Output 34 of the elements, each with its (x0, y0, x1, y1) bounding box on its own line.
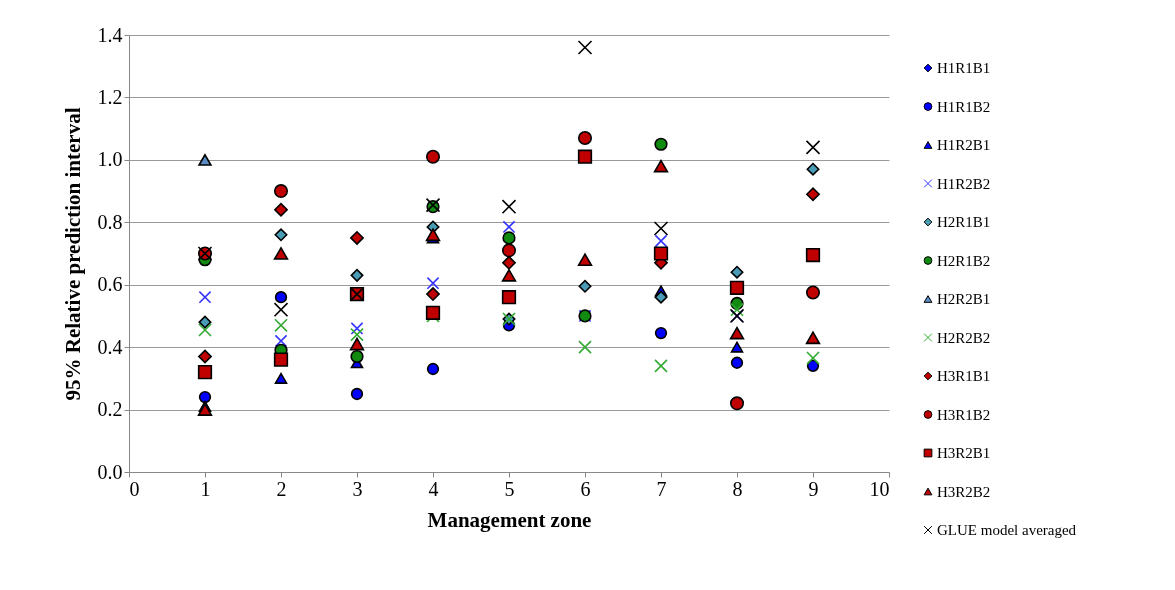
y-tick-label: 0.8 (97, 210, 123, 233)
legend-label: H1R2B1 (937, 137, 991, 153)
y-tick-label: 0.0 (97, 460, 123, 483)
x-tick-label: 6 (580, 477, 591, 500)
x-tick-label: 4 (428, 477, 439, 500)
y-axis-title: 95% Relative prediction interval (60, 107, 85, 401)
legend-label: H2R2B1 (937, 291, 991, 307)
legend-label: H3R2B2 (937, 483, 991, 500)
y-tick-label: 1.0 (97, 148, 123, 171)
legend-label: H2R1B1 (937, 214, 991, 230)
x-tick-label: 10 (869, 477, 890, 500)
y-tick-label: 0.2 (97, 398, 123, 421)
legend-label: H2R2B2 (937, 329, 991, 346)
x-tick-label: 3 (352, 477, 363, 500)
legend-label: H1R2B2 (937, 175, 991, 192)
y-tick-label: 1.2 (97, 85, 123, 108)
x-tick-label: 2 (276, 477, 287, 500)
y-tick-label: 0.6 (97, 273, 123, 296)
x-tick-label: 9 (808, 477, 819, 500)
x-tick-label: 0 (129, 477, 140, 500)
y-tick-label: 1.4 (97, 23, 123, 46)
legend-label: H1R1B2 (937, 98, 991, 115)
legend-label: H2R1B2 (937, 252, 991, 269)
legend-label: H1R1B1 (937, 60, 991, 76)
legend-label: H3R1B1 (937, 368, 991, 384)
x-tick-label: 8 (732, 477, 743, 500)
legend-label: H3R1B2 (937, 406, 991, 423)
x-tick-label: 5 (504, 477, 515, 500)
legend-label: GLUE model averaged (937, 522, 1077, 538)
y-tick-label: 0.4 (97, 335, 123, 358)
x-tick-label: 1 (200, 477, 211, 500)
legend-label: H3R2B1 (937, 445, 991, 461)
x-tick-label: 7 (656, 477, 667, 500)
x-axis-title: Management zone (427, 507, 592, 532)
